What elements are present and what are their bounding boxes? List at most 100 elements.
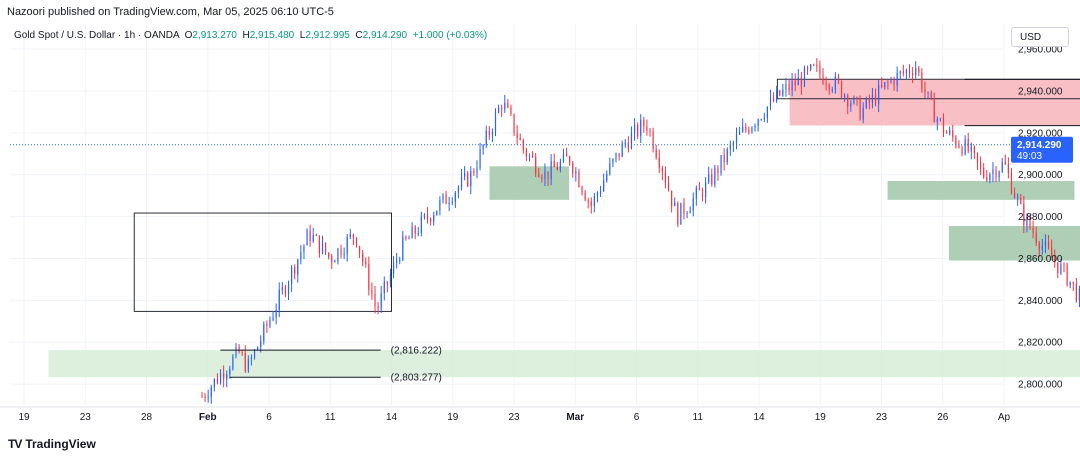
currency-button[interactable]: USD: [1011, 27, 1069, 47]
y-tick-label: 2,880.000: [1018, 212, 1063, 223]
candle-body: [516, 133, 518, 139]
candle-body: [210, 387, 212, 398]
publisher-line: Nazoori published on TradingView.com, Ma…: [7, 6, 334, 18]
candle-body: [633, 124, 636, 133]
candle-body: [942, 118, 945, 133]
level-label: (2,803.277): [391, 373, 442, 384]
candle-body: [874, 94, 877, 105]
candle-body: [257, 347, 259, 351]
candle-body: [640, 119, 642, 136]
candle-body: [751, 127, 753, 133]
candle-body: [312, 235, 314, 241]
candle-body: [306, 230, 308, 246]
candle-body: [358, 246, 361, 254]
candle-body: [1032, 228, 1034, 234]
x-tick-label: 26: [937, 412, 949, 423]
candle-body: [494, 112, 497, 132]
candle-body: [939, 118, 942, 120]
candle-body: [677, 202, 679, 225]
candle-body: [1044, 241, 1047, 246]
candle-body: [865, 98, 867, 108]
footer-brand[interactable]: TV TradingView: [8, 437, 96, 451]
candle-body: [862, 107, 864, 120]
candle-body: [1020, 197, 1022, 204]
candle-body: [908, 70, 911, 74]
current-price-value: 2,914.290: [1017, 140, 1062, 151]
candle-body: [837, 76, 840, 82]
candle-body: [893, 79, 895, 86]
candle-body: [992, 169, 994, 175]
candle-body: [652, 131, 654, 150]
candle-body: [362, 253, 364, 262]
candle-body: [738, 131, 741, 135]
candle-body: [1054, 257, 1056, 263]
candle-body: [686, 213, 688, 215]
candle-body: [698, 187, 701, 191]
candle-body: [930, 91, 932, 100]
candle-body: [559, 161, 561, 170]
candle-body: [383, 281, 385, 294]
candle-body: [303, 245, 305, 253]
candle-body: [547, 171, 549, 179]
candle-body: [973, 146, 976, 153]
candle-body: [779, 90, 781, 96]
candle-body: [949, 130, 951, 134]
y-tick-label: 2,960.000: [1018, 45, 1063, 56]
symbol-header: Gold Spot / U.S. Dollar · 1h · OANDA O2,…: [14, 30, 487, 41]
candle-body: [661, 167, 663, 173]
candle-body: [201, 396, 203, 398]
candle-body: [763, 117, 765, 120]
candle-body: [244, 352, 246, 371]
candle-body: [692, 198, 694, 211]
close-value: 2,914.290: [362, 30, 408, 41]
candle-body: [346, 236, 348, 254]
x-tick-label: 23: [80, 412, 92, 423]
candle-body: [1060, 264, 1062, 274]
candle-body: [423, 214, 426, 217]
candle-body: [470, 171, 472, 187]
candle-body: [816, 64, 818, 66]
candle-body: [1007, 164, 1009, 174]
x-tick-label: Feb: [199, 412, 217, 423]
candle-body: [1029, 216, 1031, 229]
candle-body: [658, 157, 660, 168]
candle-body: [1023, 203, 1025, 226]
candle-body: [439, 200, 441, 211]
candle-body: [1001, 162, 1003, 172]
candle-body: [683, 202, 685, 215]
candle-body: [457, 187, 460, 193]
candle-body: [760, 119, 762, 121]
price-levels: (2,945.574)(2,923.480)(2,893.244)(2,884.…: [10, 78, 1080, 384]
candle-body: [729, 145, 731, 149]
price-chart[interactable]: (2,945.574)(2,923.480)(2,893.244)(2,884.…: [0, 22, 1080, 430]
candle-body: [485, 130, 487, 146]
candle-body: [538, 173, 540, 177]
candle-body: [785, 84, 787, 90]
candle-body: [976, 152, 979, 163]
symbol-title: Gold Spot / U.S. Dollar · 1h · OANDA: [14, 30, 180, 41]
candle-body: [479, 148, 481, 169]
candle-body: [612, 159, 614, 164]
candle-body: [504, 102, 506, 110]
candle-body: [831, 89, 833, 91]
candle-body: [711, 174, 713, 185]
candle-body: [411, 226, 413, 239]
candle-body: [343, 253, 345, 256]
candle-body: [878, 85, 880, 105]
candle-body: [769, 97, 772, 107]
candle-body: [918, 68, 920, 73]
candle-body: [797, 77, 799, 86]
candle-body: [850, 103, 852, 107]
candle-body: [473, 171, 475, 174]
candle-body: [819, 65, 821, 75]
candle-body: [337, 248, 339, 261]
candle-body: [294, 267, 296, 275]
candle-body: [726, 148, 728, 163]
candle-body: [318, 235, 321, 254]
candle-body: [983, 167, 985, 178]
y-tick-label: 2,940.000: [1018, 86, 1063, 97]
chart-grid: [10, 24, 1005, 405]
candle-body: [445, 194, 447, 205]
level-label: (2,816.222): [391, 346, 442, 357]
candle-body: [399, 259, 401, 261]
